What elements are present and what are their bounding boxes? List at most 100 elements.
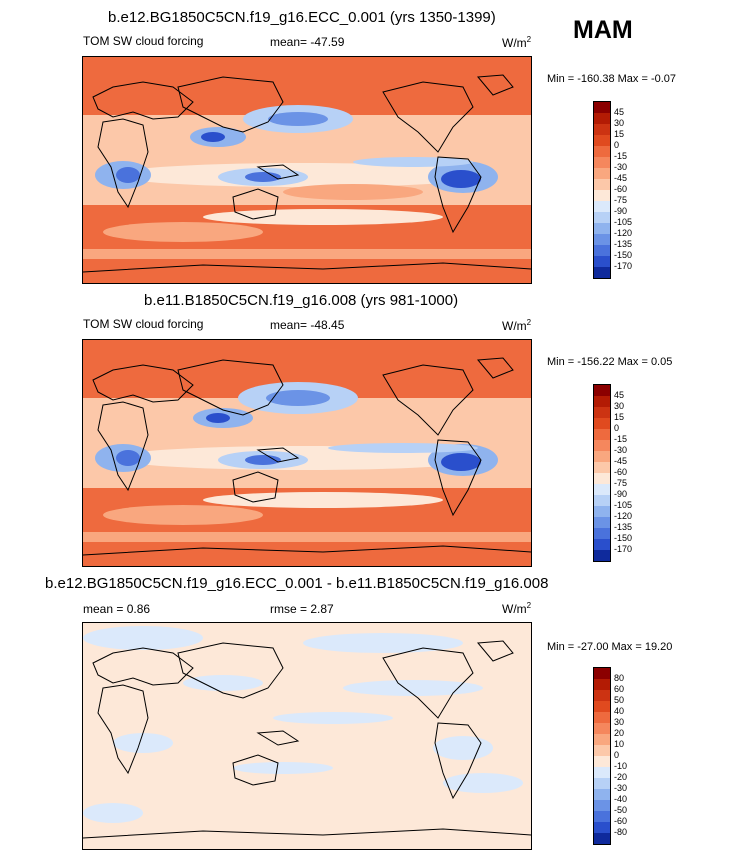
colorbar-label: 80 (614, 673, 625, 683)
colorbar-label: 30 (614, 717, 625, 727)
panel-2-colorbar (593, 384, 611, 562)
panel-2-variable: TOM SW cloud forcing (83, 317, 204, 331)
colorbar-label: -90 (614, 489, 628, 499)
colorbar-label: -135 (614, 239, 633, 249)
colorbar-swatch (594, 223, 610, 234)
colorbar-swatch (594, 528, 610, 539)
panel-1-variable: TOM SW cloud forcing (83, 34, 204, 48)
colorbar-swatch (594, 690, 610, 701)
colorbar-swatch (594, 124, 610, 135)
colorbar-label: 40 (614, 706, 625, 716)
colorbar-swatch (594, 418, 610, 429)
colorbar-label: -60 (614, 184, 628, 194)
colorbar-swatch (594, 495, 610, 506)
colorbar-swatch (594, 113, 610, 124)
panel-2-units: W/m2 (502, 318, 532, 333)
colorbar-label: -135 (614, 522, 633, 532)
colorbar-label: -170 (614, 544, 633, 554)
colorbar-swatch (594, 462, 610, 473)
colorbar-swatch (594, 822, 610, 833)
colorbar-label: -105 (614, 217, 633, 227)
panel-2-map (82, 339, 532, 567)
colorbar-swatch (594, 833, 610, 844)
colorbar-swatch (594, 800, 610, 811)
colorbar-swatch (594, 734, 610, 745)
colorbar-swatch (594, 245, 610, 256)
colorbar-label: -40 (614, 794, 628, 804)
panel-1-units: W/m2 (502, 35, 532, 50)
colorbar-swatch (594, 201, 610, 212)
colorbar-label: -20 (614, 772, 628, 782)
colorbar-swatch (594, 539, 610, 550)
colorbar-label: 45 (614, 107, 625, 117)
colorbar-label: -120 (614, 228, 633, 238)
colorbar-label: 0 (614, 750, 620, 760)
panel-1-title: b.e12.BG1850C5CN.f19_g16.ECC_0.001 (yrs … (108, 9, 496, 26)
colorbar-label: -150 (614, 533, 633, 543)
colorbar-label: -170 (614, 261, 633, 271)
colorbar-swatch (594, 745, 610, 756)
panel-1-map (82, 56, 532, 284)
colorbar-swatch (594, 811, 610, 822)
colorbar-swatch (594, 385, 610, 396)
colorbar-label: 30 (614, 118, 625, 128)
colorbar-swatch (594, 168, 610, 179)
colorbar-label: -10 (614, 761, 628, 771)
colorbar-swatch (594, 473, 610, 484)
colorbar-label: -30 (614, 783, 628, 793)
panel-2-title: b.e11.B1850C5CN.f19_g16.008 (yrs 981-100… (144, 292, 459, 309)
colorbar-swatch (594, 712, 610, 723)
colorbar-label: -15 (614, 151, 628, 161)
colorbar-label: -75 (614, 195, 628, 205)
colorbar-label: -90 (614, 206, 628, 216)
colorbar-swatch (594, 212, 610, 223)
panel-1-mean: mean= -47.59 (270, 35, 345, 49)
colorbar-swatch (594, 679, 610, 690)
panel-3-rmse: rmse = 2.87 (270, 602, 334, 616)
colorbar-label: -45 (614, 456, 628, 466)
colorbar-swatch (594, 396, 610, 407)
panel-3-units: W/m2 (502, 601, 532, 616)
colorbar-label: 30 (614, 401, 625, 411)
panel-3-mean: mean = 0.86 (83, 602, 151, 616)
colorbar-label: -80 (614, 827, 628, 837)
colorbar-swatch (594, 190, 610, 201)
colorbar-swatch (594, 550, 610, 561)
colorbar-swatch (594, 506, 610, 517)
colorbar-swatch (594, 267, 610, 278)
colorbar-label: 20 (614, 728, 625, 738)
panel-2-minmax: Min = -156.22 Max = 0.05 (547, 356, 673, 368)
colorbar-swatch (594, 701, 610, 712)
colorbar-swatch (594, 756, 610, 767)
colorbar-label: -30 (614, 445, 628, 455)
colorbar-label: 0 (614, 423, 620, 433)
colorbar-label: 10 (614, 739, 625, 749)
colorbar-swatch (594, 157, 610, 168)
colorbar-label: -120 (614, 511, 633, 521)
colorbar-swatch (594, 451, 610, 462)
colorbar-label: 15 (614, 129, 625, 139)
colorbar-swatch (594, 135, 610, 146)
colorbar-swatch (594, 234, 610, 245)
panel-1-minmax: Min = -160.38 Max = -0.07 (547, 73, 677, 85)
colorbar-swatch (594, 102, 610, 113)
colorbar-label: -105 (614, 500, 633, 510)
colorbar-label: -15 (614, 434, 628, 444)
colorbar-label: 45 (614, 390, 625, 400)
colorbar-label: -30 (614, 162, 628, 172)
colorbar-label: 15 (614, 412, 625, 422)
panel-3-colorbar (593, 667, 611, 845)
colorbar-swatch (594, 440, 610, 451)
colorbar-swatch (594, 407, 610, 418)
colorbar-label: -150 (614, 250, 633, 260)
colorbar-label: 50 (614, 695, 625, 705)
panel-1-colorbar (593, 101, 611, 279)
colorbar-swatch (594, 778, 610, 789)
colorbar-swatch (594, 517, 610, 528)
colorbar-swatch (594, 429, 610, 440)
colorbar-swatch (594, 146, 610, 157)
colorbar-label: -60 (614, 467, 628, 477)
colorbar-label: -60 (614, 816, 628, 826)
colorbar-swatch (594, 484, 610, 495)
colorbar-swatch (594, 256, 610, 267)
